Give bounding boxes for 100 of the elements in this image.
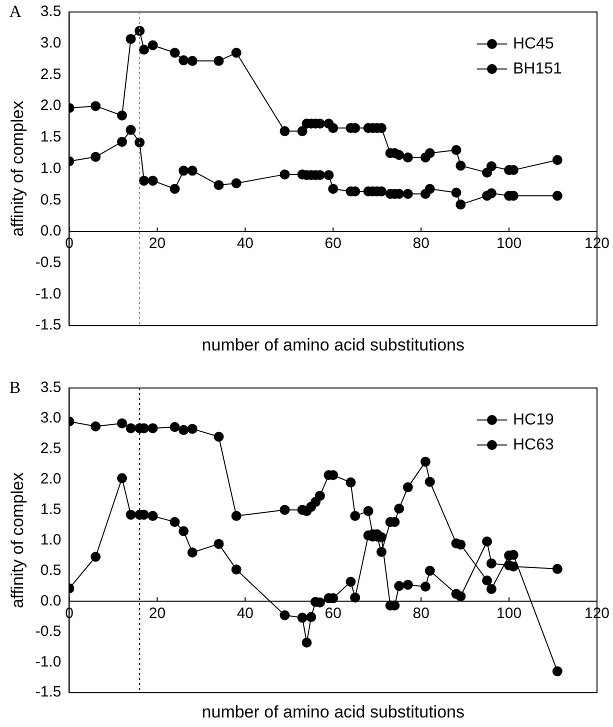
y-axis-title: affinity of complex: [8, 472, 27, 608]
x-tick-label: 20: [148, 604, 166, 622]
point: [328, 184, 338, 194]
point: [346, 477, 356, 488]
point: [486, 584, 496, 594]
legend-label: BH151: [513, 60, 562, 78]
point: [231, 510, 242, 521]
point: [231, 178, 242, 188]
point: [424, 184, 435, 194]
point: [90, 101, 101, 112]
point: [324, 170, 334, 180]
point: [424, 566, 435, 576]
point: [117, 418, 128, 428]
point: [178, 425, 189, 436]
y-tick-label: -1.5: [35, 316, 62, 334]
point: [451, 188, 462, 198]
point: [148, 176, 158, 186]
point: [363, 506, 374, 516]
point: [231, 48, 242, 58]
x-tick-label: 20: [148, 235, 166, 252]
y-tick-label: 2.5: [40, 440, 62, 458]
y-axis-title: affinity of complex: [8, 100, 27, 237]
point: [90, 421, 101, 432]
legend-label: HC45: [513, 35, 554, 52]
point: [187, 166, 198, 176]
y-tick-label: 3.0: [40, 34, 62, 52]
point: [306, 612, 316, 622]
x-tick-label: 40: [236, 235, 254, 252]
point: [187, 424, 198, 434]
point: [482, 576, 492, 586]
point: [456, 540, 466, 550]
point: [486, 188, 496, 198]
point: [394, 150, 404, 160]
x-tick-label: 40: [236, 604, 254, 622]
point: [178, 526, 189, 536]
y-tick-label: -1.5: [35, 684, 62, 701]
point: [178, 55, 189, 66]
point: [139, 44, 150, 55]
point: [117, 136, 128, 147]
point: [486, 161, 496, 172]
point: [402, 482, 413, 492]
point: [90, 152, 101, 162]
point: [424, 148, 435, 158]
y-tick-label: 1.0: [40, 531, 62, 548]
y-tick-label: 0.0: [40, 592, 62, 610]
point: [280, 169, 290, 180]
point: [214, 432, 224, 442]
point: [552, 155, 562, 166]
point: [552, 666, 562, 676]
point: [328, 123, 338, 134]
y-tick-label: -0.5: [35, 622, 62, 640]
point: [350, 592, 360, 603]
point: [297, 126, 308, 136]
point: [402, 152, 413, 163]
point: [170, 48, 180, 58]
point: [280, 504, 290, 515]
x-tick-label: 100: [496, 235, 522, 252]
point: [314, 490, 325, 501]
point: [187, 547, 198, 558]
y-tick-label: 1.5: [40, 128, 62, 146]
point: [126, 34, 136, 44]
point: [482, 536, 492, 547]
point: [456, 160, 466, 171]
point: [214, 56, 224, 66]
y-tick-label: 3.5: [40, 379, 62, 396]
x-tick-label: 80: [412, 604, 430, 622]
y-tick-label: 1.5: [40, 500, 62, 518]
chart-title: A: [9, 2, 22, 21]
legend-label: HC19: [513, 411, 554, 428]
y-tick-label: 2.0: [40, 470, 62, 488]
point: [148, 423, 158, 434]
point: [117, 473, 128, 484]
point: [552, 190, 562, 201]
legend-label: HC63: [513, 436, 554, 454]
point: [126, 124, 136, 135]
point: [139, 176, 150, 186]
point: [420, 582, 430, 592]
x-tick-label: 80: [412, 235, 430, 252]
y-tick-label: 1.0: [40, 160, 62, 177]
y-tick-label: 3.0: [40, 410, 62, 427]
x-axis-title: number of amino acid substitutions: [202, 335, 464, 354]
point: [297, 612, 308, 623]
point: [451, 144, 462, 155]
point: [170, 422, 180, 432]
y-tick-label: 3.5: [40, 3, 62, 20]
point: [280, 610, 290, 620]
point: [134, 26, 145, 36]
point: [456, 200, 466, 210]
point: [394, 580, 404, 591]
point: [402, 580, 413, 590]
point: [170, 517, 180, 528]
chart-title: B: [9, 378, 21, 397]
y-tick-label: 2.5: [40, 66, 62, 83]
y-tick-label: 0.5: [40, 562, 62, 579]
point: [486, 558, 496, 568]
x-axis-title: number of amino acid substitutions: [202, 702, 464, 722]
point: [552, 564, 562, 574]
y-tick-label: -1.0: [35, 285, 62, 302]
point: [126, 423, 136, 434]
point: [424, 476, 435, 487]
